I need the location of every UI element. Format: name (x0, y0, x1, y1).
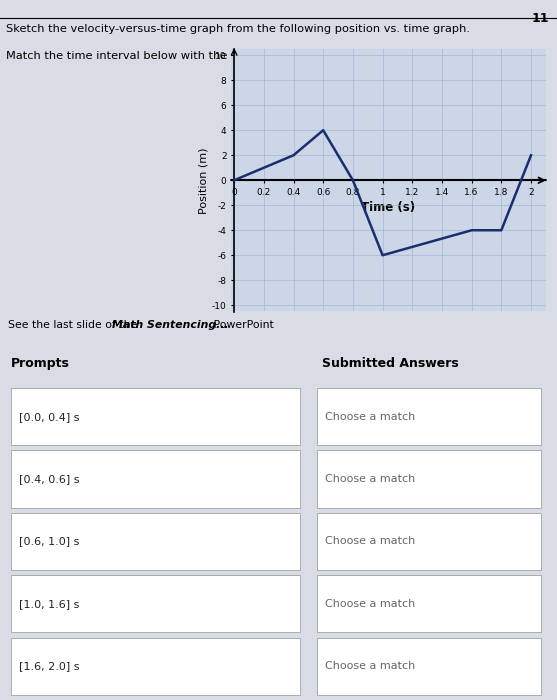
Text: [0.6, 1.0] s: [0.6, 1.0] s (19, 536, 80, 547)
Text: Math Sentencing...: Math Sentencing... (112, 321, 228, 330)
Text: [0.4, 0.6] s: [0.4, 0.6] s (19, 474, 80, 484)
Text: Choose a match: Choose a match (325, 474, 415, 484)
Text: Choose a match: Choose a match (325, 598, 415, 609)
Text: Choose a match: Choose a match (325, 412, 415, 421)
Text: [1.6, 2.0] s: [1.6, 2.0] s (19, 661, 80, 671)
Text: PowerPoint: PowerPoint (210, 321, 274, 330)
Text: Choose a match: Choose a match (325, 536, 415, 547)
Text: Choose a match: Choose a match (325, 661, 415, 671)
Text: [1.0, 1.6] s: [1.0, 1.6] s (19, 598, 80, 609)
Bar (317, 388, 540, 445)
X-axis label: Time (s): Time (s) (361, 201, 416, 214)
Text: 11: 11 (531, 12, 549, 25)
Y-axis label: Position (m): Position (m) (199, 147, 209, 214)
Bar (11, 451, 300, 508)
Text: [0.0, 0.4] s: [0.0, 0.4] s (19, 412, 80, 421)
Text: Submitted Answers: Submitted Answers (322, 357, 459, 370)
Bar (317, 638, 540, 694)
Bar (11, 575, 300, 632)
Text: Match the time interval below with the description of the velocity curve.: Match the time interval below with the d… (6, 52, 419, 62)
Bar (11, 513, 300, 570)
Text: See the last slide of the: See the last slide of the (8, 321, 141, 330)
Bar (11, 388, 300, 445)
Text: Sketch the velocity-versus-time graph from the following position vs. time graph: Sketch the velocity-versus-time graph fr… (6, 25, 470, 34)
Text: Prompts: Prompts (11, 357, 70, 370)
Bar (11, 638, 300, 694)
Bar (317, 513, 540, 570)
Bar (317, 575, 540, 632)
Bar (317, 451, 540, 508)
